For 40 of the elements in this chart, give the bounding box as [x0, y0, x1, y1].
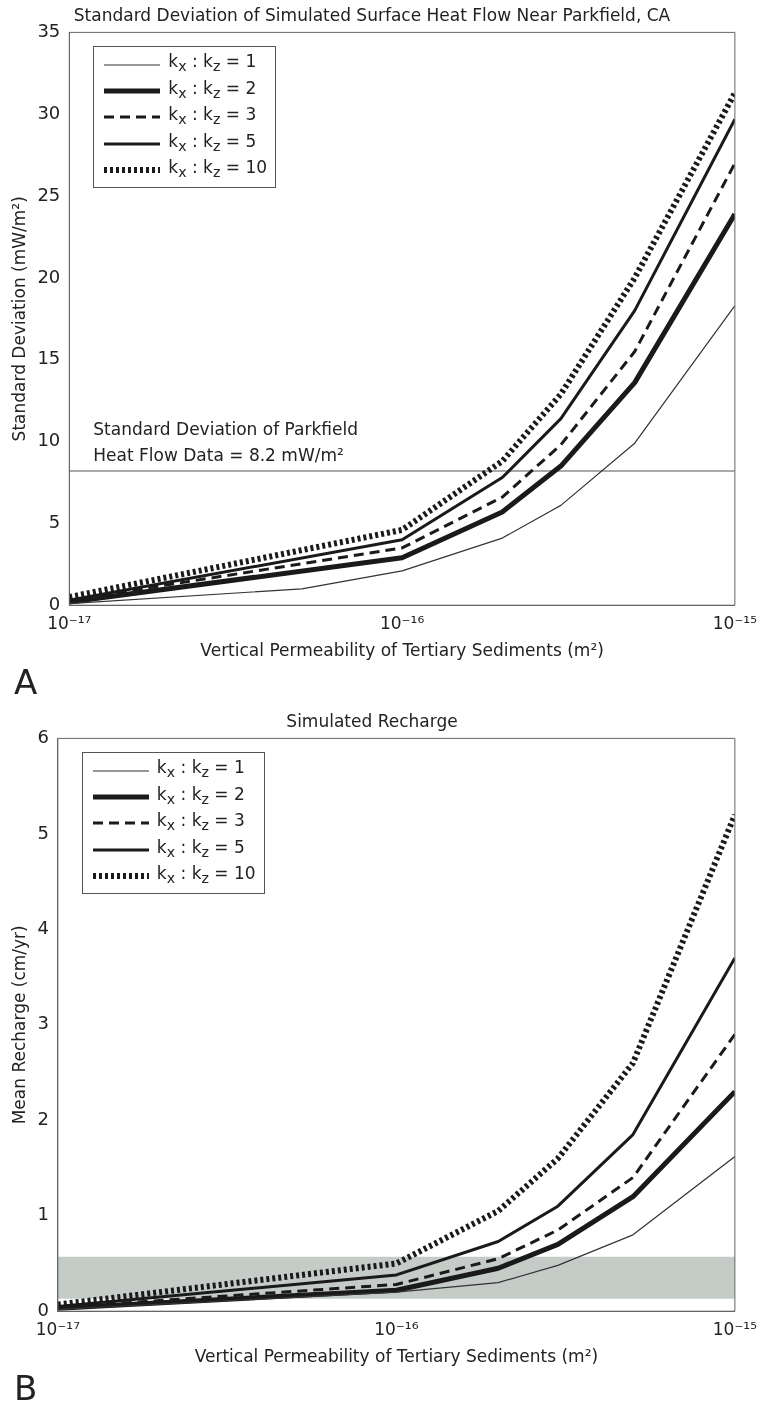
y-tick-label: 1 — [37, 1203, 49, 1225]
legend-label: k$_{x}$ : k$_{z}$ = 5 — [168, 130, 257, 156]
x-tick-label: 10⁻¹⁶ — [374, 1318, 419, 1339]
legend-label: k$_{x}$ : k$_{z}$ = 2 — [168, 77, 257, 104]
legend-label: k$_{x}$ : k$_{z}$ = 3 — [156, 810, 245, 836]
text: A — [14, 661, 38, 702]
y-tick-label: 30 — [37, 101, 61, 123]
x-tick-label: 10⁻¹⁷ — [47, 612, 92, 633]
x-tick-label: 10⁻¹⁵ — [712, 612, 758, 633]
y-tick-label: 10 — [37, 429, 61, 451]
legend-label: k$_{x}$ : k$_{z}$ = 1 — [156, 757, 245, 783]
y-tick-label: 0 — [37, 1298, 49, 1320]
y-tick-label: 15 — [37, 347, 61, 369]
y-axis-title: Standard Deviation (mW/m²) — [8, 196, 29, 442]
y-tick-label: 5 — [37, 821, 49, 843]
y-tick-label: 2 — [37, 1107, 49, 1129]
y-tick-label: 6 — [37, 726, 49, 748]
legend-label: k$_{x}$ : k$_{z}$ = 10 — [156, 862, 256, 889]
ref-line-label: Standard Deviation of Parkfield Heat Flow Data = 8.2 mW/m² — [93, 418, 358, 465]
y-axis-title: Mean Recharge (cm/yr) — [8, 925, 29, 1125]
x-tick-label: 10⁻¹⁵ — [712, 1318, 758, 1339]
legend-label: k$_{x}$ : k$_{z}$ = 10 — [168, 156, 268, 183]
y-tick-label: 3 — [37, 1012, 49, 1034]
x-axis-title: Vertical Permeability of Tertiary Sediments (m²) — [194, 1346, 599, 1367]
y-tick-label: 5 — [48, 511, 61, 533]
y-tick-label: 4 — [37, 917, 49, 939]
legend-label: k$_{x}$ : k$_{z}$ = 2 — [156, 783, 245, 810]
y-tick-label: 35 — [37, 20, 61, 42]
y-tick-label: 25 — [37, 183, 61, 205]
x-axis-title: Vertical Permeability of Tertiary Sediments (m²) — [200, 640, 604, 661]
x-tick-label: 10⁻¹⁶ — [379, 612, 425, 633]
legend-label: k$_{x}$ : k$_{z}$ = 1 — [168, 51, 257, 77]
legend-label: k$_{x}$ : k$_{z}$ = 3 — [168, 104, 257, 130]
chart-title: Simulated Recharge — [286, 710, 458, 731]
chart-title: Standard Deviation of Simulated Surface Heat Flow Near Parkfield, CA — [73, 4, 671, 25]
text: B — [14, 1367, 38, 1408]
y-tick-label: 0 — [48, 592, 61, 614]
legend-label: k$_{x}$ : k$_{z}$ = 5 — [156, 836, 245, 862]
y-tick-label: 20 — [37, 265, 61, 287]
x-tick-label: 10⁻¹⁷ — [35, 1318, 81, 1339]
